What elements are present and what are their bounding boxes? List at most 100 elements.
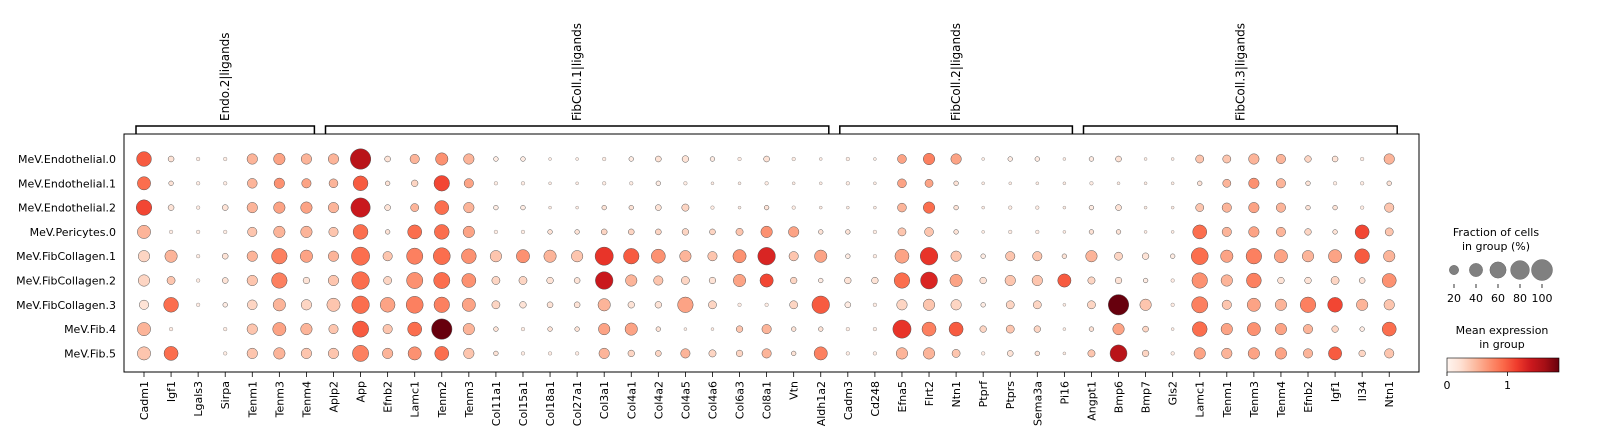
dot-MeV.Endothelial.2-Tenm4 [1275, 202, 1286, 213]
dot-MeV.Pericytes.0-Ptprf [981, 230, 985, 234]
dot-MeV.FibCollagen.2-Col4a1 [625, 274, 638, 287]
dot-MeV.Endothelial.0-Cd248 [873, 157, 877, 161]
gene-label: Bmp7 [1140, 381, 1153, 413]
gene-label: Cd248 [869, 381, 882, 417]
color-legend: Mean expression in group 0 1 [1444, 324, 1560, 392]
gene-label: Gls2 [1167, 381, 1180, 405]
dot-MeV.Fib.4-Igf1 [169, 327, 174, 332]
dot-MeV.Fib.4-Col27a1 [574, 326, 580, 332]
dot-MeV.Endothelial.2-Ntn1 [953, 205, 959, 211]
dot-MeV.Endothelial.0-Col4a2 [655, 155, 662, 163]
gene-label: Col4a5 [679, 381, 692, 419]
dot-MeV.Endothelial.2-Il34 [1360, 205, 1365, 210]
dot-MeV.Endothelial.1-Igf1 [168, 180, 174, 186]
dot-MeV.Pericytes.0-Tenm3 [273, 225, 286, 238]
dot-MeV.Pericytes.0-Col6a3 [735, 228, 744, 236]
dot-MeV.FibCollagen.1-Igf1 [164, 249, 178, 263]
gene-label: Il34 [1356, 381, 1369, 401]
dot-MeV.Fib.4-Aldh1a2 [818, 326, 824, 332]
dot-MeV.Endothelial.1-Cd248 [873, 181, 877, 185]
dot-MeV.Endothelial.2-Aldh1a2 [819, 205, 823, 210]
dot-MeV.FibCollagen.2-Col8a1 [759, 273, 774, 288]
dot-MeV.Endothelial.1-Il34 [1360, 181, 1365, 186]
dot-MeV.Endothelial.2-Sirpa [221, 204, 229, 211]
dot-MeV.Fib.4-Col4a1 [624, 322, 638, 336]
dot-MeV.Fib.4-Sirpa [223, 327, 228, 332]
dot-MeV.Fib.5-Angpt1 [1087, 349, 1096, 358]
gene-label: Col4a1 [625, 381, 638, 419]
dot-MeV.FibCollagen.1-Lamc1 [1191, 247, 1209, 265]
dot-MeV.FibCollagen.3-Pi16 [1062, 303, 1067, 307]
dot-MeV.Endothelial.1-Tenm4 [301, 178, 312, 189]
dot-MeV.Pericytes.0-Col11a1 [493, 229, 498, 234]
dot-MeV.FibCollagen.3-Efnb2 [1299, 296, 1317, 313]
dot-MeV.Fib.5-Col15a1 [521, 351, 525, 356]
dot-MeV.FibCollagen.3-Col4a1 [627, 301, 635, 309]
dot-MeV.FibCollagen.3-Col6a3 [737, 302, 742, 307]
gene-label: Ptprf [977, 380, 990, 407]
gene-label: Lgals3 [192, 381, 205, 417]
size-legend-dot [1489, 261, 1507, 279]
dot-MeV.Endothelial.2-Col11a1 [493, 205, 499, 211]
dot-MeV.Fib.5-Col8a1 [761, 348, 772, 359]
dot-MeV.Fib.4-Col15a1 [521, 327, 525, 332]
colorbar-tick-label: 1 [1504, 379, 1511, 392]
dot-MeV.FibCollagen.3-Lamc1 [405, 296, 424, 314]
dot-MeV.Endothelial.1-Sema3a [1035, 181, 1039, 185]
dot-MeV.FibCollagen.2-Bmp7 [1142, 277, 1149, 284]
dot-MeV.Endothelial.0-Tenm3 [273, 153, 286, 165]
dot-MeV.FibCollagen.2-Tenm3 [1246, 272, 1262, 289]
dot-MeV.FibCollagen.3-Bmp6 [1108, 294, 1130, 316]
dot-MeV.FibCollagen.2-Ptprf [979, 276, 987, 285]
dot-MeV.FibCollagen.3-Col4a5 [677, 296, 694, 313]
dot-MeV.FibCollagen.3-Col4a6 [708, 300, 717, 310]
dot-MeV.Endothelial.1-Col8a1 [764, 181, 769, 186]
colorbar [1446, 357, 1560, 373]
dot-MeV.Fib.5-Gls2 [1170, 351, 1175, 356]
dot-MeV.Fib.4-Cd248 [872, 327, 877, 332]
dot-MeV.Endothelial.1-Efnb2 [385, 180, 391, 186]
group-bracket [324, 125, 830, 134]
gene-label: Efnb2 [382, 381, 395, 413]
dot-MeV.FibCollagen.1-Sirpa [221, 252, 229, 260]
dot-MeV.FibCollagen.2-Lgals3 [196, 278, 201, 283]
gene-label: Col3a1 [598, 381, 611, 419]
group-bracket [1082, 125, 1398, 134]
row-label: MeV.Endothelial.2 [18, 202, 116, 215]
dot-MeV.FibCollagen.3-Col27a1 [573, 301, 581, 309]
dot-MeV.Endothelial.0-Tenm2 [435, 152, 449, 166]
gene-label: Sema3a [1031, 381, 1044, 426]
dot-MeV.Fib.4-Lamc1 [1192, 321, 1208, 337]
group-label: Endo.2|ligands [218, 32, 232, 121]
dot-MeV.FibCollagen.1-Bmp6 [1114, 251, 1123, 261]
dot-MeV.Endothelial.1-Lgals3 [196, 181, 201, 186]
dot-MeV.Fib.4-Col4a6 [710, 327, 715, 331]
gene-label: Efna5 [896, 381, 909, 413]
dot-MeV.Endothelial.0-Col3a1 [602, 157, 607, 161]
dot-MeV.Fib.4-Aplp2 [328, 324, 339, 335]
dot-MeV.Endothelial.2-Angpt1 [1088, 205, 1095, 211]
gene-label: Cadm1 [138, 381, 151, 420]
gene-label: Col15a1 [517, 381, 530, 426]
dot-MeV.FibCollagen.1-Ntn1 [1383, 250, 1396, 263]
dot-MeV.Endothelial.0-Ntn1 [1383, 153, 1395, 165]
dot-MeV.FibCollagen.3-Cadm1 [139, 299, 149, 310]
dot-MeV.FibCollagen.1-Col4a5 [679, 250, 692, 263]
dot-MeV.Endothelial.2-Col18a1 [548, 205, 552, 210]
dot-MeV.FibCollagen.2-Tenm4 [302, 276, 310, 285]
dot-MeV.Fib.4-Vtn [791, 326, 797, 332]
plot-frame [123, 133, 1420, 373]
dot-MeV.Fib.5-Tenm1 [246, 347, 258, 359]
dot-MeV.Endothelial.1-Flrt2 [924, 178, 934, 188]
gene-label: Flrt2 [923, 381, 936, 406]
dot-MeV.Endothelial.0-Col11a1 [493, 156, 499, 162]
row-label: MeV.FibCollagen.1 [16, 250, 116, 263]
dot-MeV.FibCollagen.2-Aldh1a2 [818, 277, 824, 284]
dot-MeV.Pericytes.0-Col4a1 [628, 228, 635, 236]
dot-MeV.Pericytes.0-Tenm4 [300, 225, 313, 238]
dot-MeV.Pericytes.0-Lamc1 [407, 224, 422, 240]
dot-MeV.Endothelial.2-Gls2 [1171, 205, 1175, 210]
dot-MeV.FibCollagen.3-Il34 [1356, 298, 1369, 311]
dot-MeV.Pericytes.0-Angpt1 [1088, 229, 1095, 235]
dot-MeV.FibCollagen.2-Col3a1 [595, 271, 614, 290]
